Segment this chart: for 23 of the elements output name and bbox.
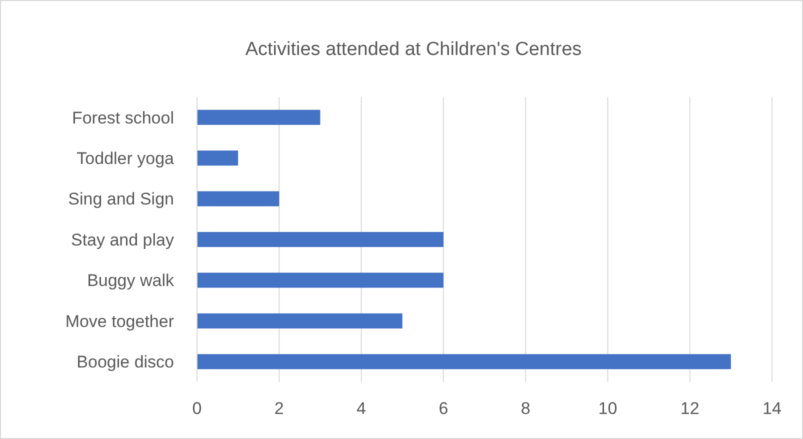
bar bbox=[197, 354, 731, 370]
bar bbox=[197, 313, 402, 328]
y-tick-label: Toddler yoga bbox=[76, 149, 175, 168]
x-tick-label: 0 bbox=[192, 399, 202, 418]
x-tick-label: 6 bbox=[438, 399, 448, 418]
x-tick-label: 2 bbox=[274, 399, 284, 418]
bar bbox=[197, 272, 444, 288]
y-tick-label: Move together bbox=[65, 312, 174, 331]
x-tick-label: 4 bbox=[356, 399, 366, 418]
bar bbox=[197, 110, 320, 125]
y-tick-label: Boogie disco bbox=[76, 352, 174, 372]
x-tick-label: 14 bbox=[762, 399, 782, 418]
y-tick-label: Buggy walk bbox=[87, 271, 174, 290]
chart-title: Activities attended at Children's Centres bbox=[245, 39, 582, 60]
x-tick-label: 10 bbox=[598, 399, 618, 418]
bar bbox=[197, 232, 444, 248]
y-tick-label: Sing and Sign bbox=[68, 190, 174, 209]
y-tick-label: Forest school bbox=[72, 108, 174, 128]
y-tick-label: Stay and play bbox=[70, 230, 174, 250]
bar bbox=[197, 191, 280, 206]
x-tick-label: 8 bbox=[520, 399, 530, 418]
x-tick-label: 12 bbox=[680, 399, 700, 418]
bar bbox=[197, 150, 238, 166]
